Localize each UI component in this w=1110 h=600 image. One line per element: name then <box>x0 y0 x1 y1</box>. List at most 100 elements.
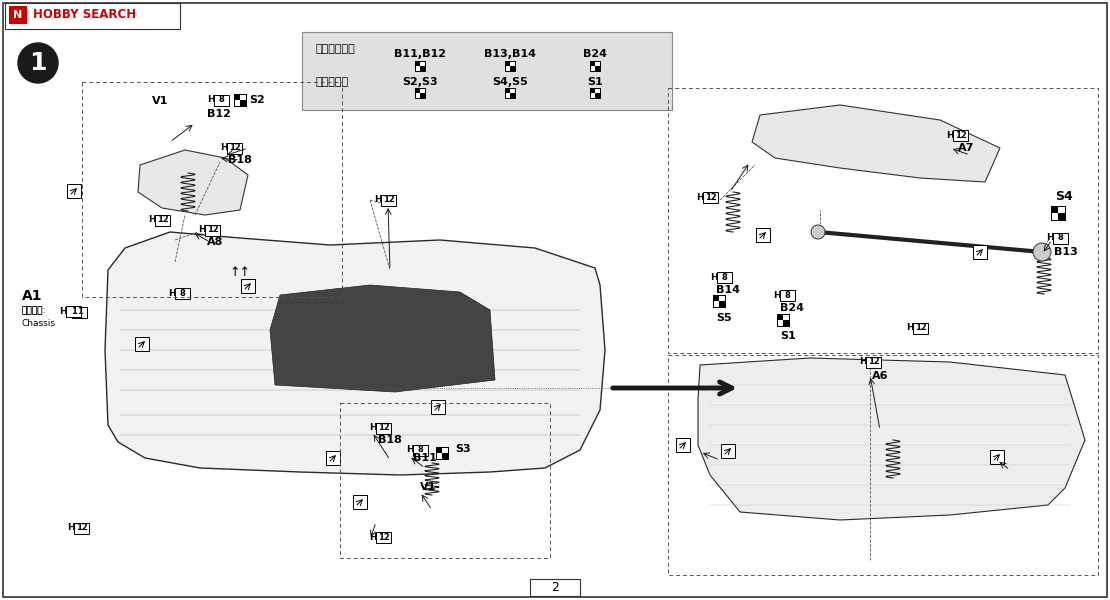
Bar <box>1051 206 1064 220</box>
Bar <box>436 447 442 453</box>
Bar <box>990 450 1005 464</box>
Polygon shape <box>138 150 248 215</box>
Text: Chassis: Chassis <box>22 319 56 328</box>
Bar <box>1051 206 1058 213</box>
Text: S2: S2 <box>249 95 265 105</box>
Bar <box>866 356 881 367</box>
Bar <box>381 194 396 205</box>
Polygon shape <box>270 285 495 392</box>
Text: 8: 8 <box>785 290 790 299</box>
Bar <box>505 88 509 93</box>
Bar <box>82 82 342 297</box>
Bar <box>376 532 391 542</box>
Text: H: H <box>374 196 382 205</box>
Bar <box>415 61 420 66</box>
Text: B11: B11 <box>413 453 437 463</box>
Bar <box>529 579 581 596</box>
Text: S3: S3 <box>455 444 471 454</box>
Text: B13: B13 <box>1054 247 1078 257</box>
Text: 8: 8 <box>219 95 224 104</box>
Bar <box>505 93 509 98</box>
Bar <box>1058 206 1064 213</box>
Bar <box>436 447 448 459</box>
Text: ノーマルサス: ノーマルサス <box>316 44 355 54</box>
Text: 12: 12 <box>915 323 927 332</box>
Bar <box>722 444 735 458</box>
Bar <box>353 495 367 509</box>
Text: B24: B24 <box>780 303 804 313</box>
Bar <box>783 314 789 320</box>
Text: S2,S3: S2,S3 <box>402 77 437 87</box>
Bar <box>1051 213 1058 220</box>
Text: H: H <box>1046 233 1053 242</box>
Text: 12: 12 <box>377 533 390 541</box>
Bar <box>1058 213 1064 220</box>
Bar <box>240 100 246 106</box>
Text: V1: V1 <box>152 96 169 106</box>
Text: 12: 12 <box>955 130 967 139</box>
Bar <box>74 523 89 533</box>
Polygon shape <box>751 105 1000 182</box>
Text: B11,B12: B11,B12 <box>394 49 446 59</box>
Bar <box>442 453 448 459</box>
Text: H: H <box>369 533 376 541</box>
Bar <box>415 88 425 98</box>
Bar <box>914 323 928 334</box>
Bar <box>783 320 789 326</box>
Bar <box>442 453 448 459</box>
Text: H: H <box>148 215 155 224</box>
Bar <box>1051 206 1058 213</box>
Bar <box>777 314 783 320</box>
Bar <box>241 279 255 293</box>
Bar <box>676 438 690 452</box>
Bar <box>703 191 718 202</box>
Text: S5: S5 <box>716 313 731 323</box>
Bar <box>436 453 442 459</box>
Text: S1: S1 <box>780 331 796 341</box>
Text: H: H <box>710 272 718 281</box>
Text: ↑↑: ↑↑ <box>230 265 251 278</box>
Text: H: H <box>369 424 376 433</box>
Text: B18: B18 <box>228 155 252 165</box>
Bar <box>505 66 509 71</box>
Bar <box>713 295 719 301</box>
Text: 12: 12 <box>75 523 88 533</box>
Bar <box>240 100 246 106</box>
Text: H: H <box>696 193 704 202</box>
Circle shape <box>18 43 58 83</box>
Bar <box>595 93 601 98</box>
Bar <box>436 453 442 459</box>
Text: シャーシ: シャーシ <box>22 307 43 316</box>
Bar <box>505 88 515 98</box>
Text: A7: A7 <box>958 143 975 153</box>
Text: S1: S1 <box>587 77 603 87</box>
Bar <box>436 447 448 459</box>
Bar <box>155 214 170 226</box>
Circle shape <box>1033 243 1051 261</box>
Bar <box>783 320 789 326</box>
Bar <box>413 445 428 455</box>
Bar <box>713 295 719 301</box>
Text: 8: 8 <box>417 445 423 455</box>
Text: 8: 8 <box>180 289 185 298</box>
Bar <box>717 271 731 283</box>
Bar <box>777 314 789 326</box>
Bar <box>234 100 240 106</box>
Bar <box>436 447 442 453</box>
Text: 12: 12 <box>229 143 241 152</box>
Bar <box>415 93 420 98</box>
Bar <box>595 88 601 93</box>
Bar <box>509 66 515 71</box>
Bar <box>415 66 420 71</box>
Text: 12: 12 <box>868 358 879 367</box>
Bar <box>420 61 425 66</box>
Bar <box>719 295 725 301</box>
Bar <box>326 451 340 465</box>
Text: 1: 1 <box>77 307 82 317</box>
Text: H: H <box>206 95 214 104</box>
Text: H: H <box>65 307 72 317</box>
Bar <box>777 320 783 326</box>
Text: HOBBY SEARCH: HOBBY SEARCH <box>33 8 137 22</box>
Bar <box>713 301 719 307</box>
Bar <box>420 93 425 98</box>
